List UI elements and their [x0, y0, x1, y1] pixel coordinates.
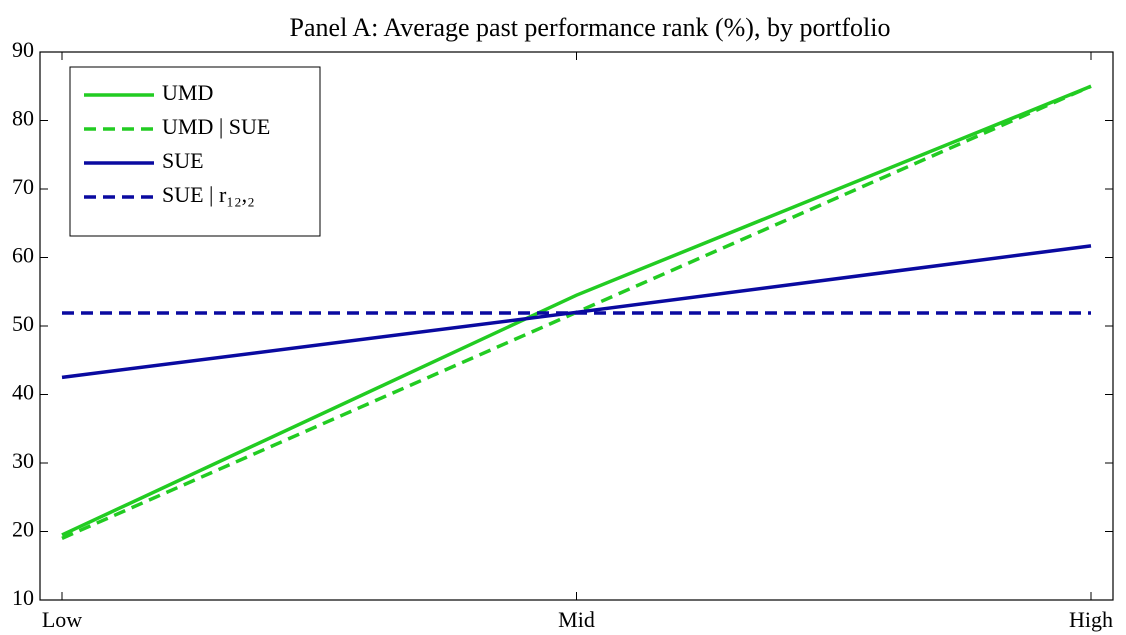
chart-title: Panel A: Average past performance rank (… [290, 13, 891, 42]
y-tick-label: 10 [12, 585, 34, 610]
y-tick-label: 30 [12, 448, 34, 473]
legend-label: SUE [162, 148, 204, 173]
x-tick-label: Low [42, 607, 82, 632]
x-tick-label: High [1069, 607, 1113, 632]
line [61, 84, 1092, 537]
legend-label: SUE | r₁₂,₂ [162, 182, 255, 207]
y-tick-label: 90 [12, 37, 34, 62]
y-tick-label: 60 [12, 243, 34, 268]
y-tick-label: 40 [12, 380, 34, 405]
legend-label: UMD | SUE [162, 114, 270, 139]
y-tick-label: 20 [12, 517, 34, 542]
x-tick-label: Mid [558, 607, 595, 632]
y-tick-label: 70 [12, 174, 34, 199]
y-tick-label: 50 [12, 311, 34, 336]
y-tick-label: 80 [12, 106, 34, 131]
legend-label: UMD [162, 80, 213, 105]
